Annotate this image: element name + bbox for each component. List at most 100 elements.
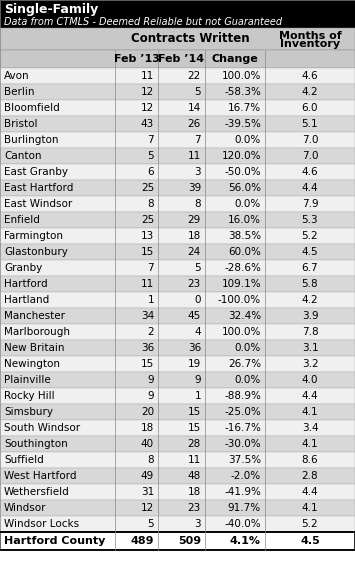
- Text: Feb ’13: Feb ’13: [114, 54, 159, 64]
- Text: -16.7%: -16.7%: [224, 423, 261, 433]
- Text: 4.2: 4.2: [302, 87, 318, 97]
- Text: -28.6%: -28.6%: [224, 263, 261, 273]
- Bar: [0, 324, 355, 340]
- Text: 4.4: 4.4: [302, 487, 318, 497]
- Text: 16.7%: 16.7%: [228, 103, 261, 113]
- Text: 7: 7: [147, 263, 154, 273]
- Text: West Hartford: West Hartford: [4, 471, 76, 481]
- Bar: [0, 292, 355, 308]
- Text: 5.1: 5.1: [302, 119, 318, 129]
- Text: 100.0%: 100.0%: [222, 327, 261, 337]
- Text: -41.9%: -41.9%: [224, 487, 261, 497]
- Text: 43: 43: [141, 119, 154, 129]
- Text: Inventory: Inventory: [280, 39, 340, 49]
- Text: 3.1: 3.1: [302, 343, 318, 353]
- Text: 31: 31: [141, 487, 154, 497]
- Text: Contracts Written: Contracts Written: [131, 32, 249, 45]
- Text: 11: 11: [188, 151, 201, 161]
- Text: 0: 0: [195, 295, 201, 305]
- Text: 0.0%: 0.0%: [235, 135, 261, 145]
- Text: Wethersfield: Wethersfield: [4, 487, 70, 497]
- Text: 37.5%: 37.5%: [228, 455, 261, 465]
- Bar: [0, 484, 355, 500]
- Text: 0.0%: 0.0%: [235, 199, 261, 209]
- Text: Change: Change: [212, 54, 258, 64]
- Bar: [0, 50, 355, 68]
- Bar: [0, 340, 355, 356]
- Text: 109.1%: 109.1%: [222, 279, 261, 289]
- Text: 3: 3: [195, 167, 201, 177]
- Text: 26: 26: [188, 119, 201, 129]
- Text: 7.8: 7.8: [302, 327, 318, 337]
- Text: 4.0: 4.0: [302, 375, 318, 385]
- Text: East Granby: East Granby: [4, 167, 68, 177]
- Text: 8.6: 8.6: [302, 455, 318, 465]
- Text: Windsor: Windsor: [4, 503, 47, 513]
- Bar: [0, 516, 355, 532]
- Bar: [0, 404, 355, 420]
- Text: 4.6: 4.6: [302, 71, 318, 81]
- Text: 8: 8: [195, 199, 201, 209]
- Text: 100.0%: 100.0%: [222, 71, 261, 81]
- Text: 19: 19: [188, 359, 201, 369]
- Text: 5: 5: [147, 151, 154, 161]
- Text: 20: 20: [141, 407, 154, 417]
- Text: 5.2: 5.2: [302, 231, 318, 241]
- Text: 3: 3: [195, 519, 201, 529]
- Text: 15: 15: [188, 407, 201, 417]
- Text: 8: 8: [147, 199, 154, 209]
- Text: 6: 6: [147, 167, 154, 177]
- Text: 25: 25: [141, 215, 154, 225]
- Text: 4.5: 4.5: [300, 536, 320, 546]
- Text: East Hartford: East Hartford: [4, 183, 73, 193]
- Text: 5: 5: [147, 519, 154, 529]
- Bar: [0, 196, 355, 212]
- Bar: [0, 228, 355, 244]
- Bar: [0, 356, 355, 372]
- Text: Southington: Southington: [4, 439, 68, 449]
- Text: 38.5%: 38.5%: [228, 231, 261, 241]
- Text: 18: 18: [188, 231, 201, 241]
- Text: Manchester: Manchester: [4, 311, 65, 321]
- Text: 6.0: 6.0: [302, 103, 318, 113]
- Bar: [0, 116, 355, 132]
- Text: 4: 4: [195, 327, 201, 337]
- Text: 48: 48: [188, 471, 201, 481]
- Text: 36: 36: [141, 343, 154, 353]
- Text: 0.0%: 0.0%: [235, 375, 261, 385]
- Text: 0.0%: 0.0%: [235, 343, 261, 353]
- Text: Glastonbury: Glastonbury: [4, 247, 68, 257]
- Bar: [0, 100, 355, 116]
- Text: 4.1: 4.1: [302, 439, 318, 449]
- Text: 4.4: 4.4: [302, 391, 318, 401]
- Text: 1: 1: [147, 295, 154, 305]
- Text: 7.9: 7.9: [302, 199, 318, 209]
- Text: 489: 489: [131, 536, 154, 546]
- Text: 7.0: 7.0: [302, 151, 318, 161]
- Text: 2.8: 2.8: [302, 471, 318, 481]
- Bar: [0, 68, 355, 84]
- Bar: [0, 436, 355, 452]
- Text: -25.0%: -25.0%: [224, 407, 261, 417]
- Text: -2.0%: -2.0%: [231, 471, 261, 481]
- Bar: [0, 0, 355, 28]
- Text: 16.0%: 16.0%: [228, 215, 261, 225]
- Text: Suffield: Suffield: [4, 455, 44, 465]
- Bar: [0, 420, 355, 436]
- Text: 4.1: 4.1: [302, 407, 318, 417]
- Text: 3.4: 3.4: [302, 423, 318, 433]
- Text: 36: 36: [188, 343, 201, 353]
- Text: 9: 9: [195, 375, 201, 385]
- Text: 2: 2: [147, 327, 154, 337]
- Text: 28: 28: [188, 439, 201, 449]
- Text: 15: 15: [188, 423, 201, 433]
- Text: Hartford County: Hartford County: [4, 536, 105, 546]
- Text: Berlin: Berlin: [4, 87, 34, 97]
- Text: 91.7%: 91.7%: [228, 503, 261, 513]
- Bar: [0, 28, 355, 50]
- Text: 5.8: 5.8: [302, 279, 318, 289]
- Text: 12: 12: [141, 87, 154, 97]
- Text: 9: 9: [147, 391, 154, 401]
- Text: 29: 29: [188, 215, 201, 225]
- Text: Feb ’14: Feb ’14: [158, 54, 204, 64]
